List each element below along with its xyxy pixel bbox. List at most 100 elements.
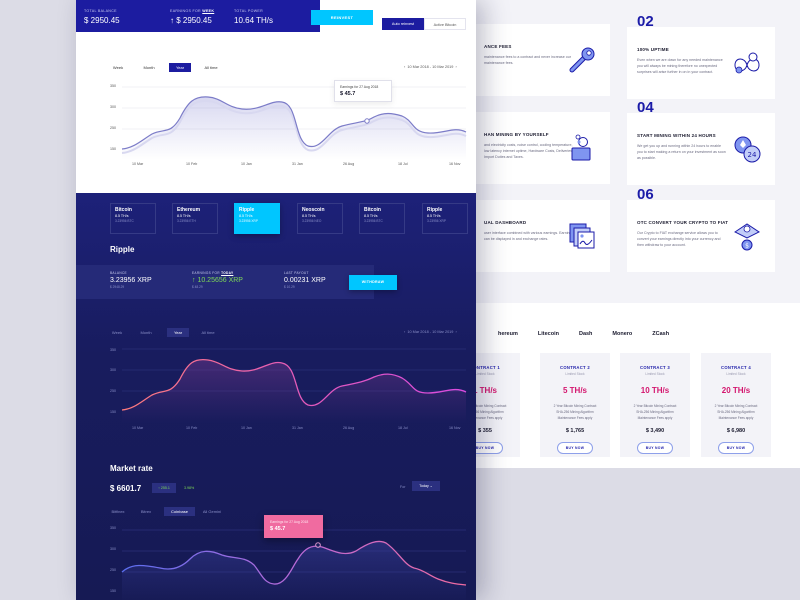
coin-tab-monero[interactable]: Monero (612, 331, 633, 337)
contract-price: $ 6,980 (726, 428, 746, 434)
coin-title: Ripple (110, 245, 135, 254)
x-tick: 26 Aug (343, 426, 355, 430)
earnings-tooltip: Earnings for 27 Aug 2018 $ 45.7 (334, 80, 392, 102)
period-week[interactable]: Week (112, 65, 124, 70)
x-tick: 26 Aug (343, 162, 355, 166)
market-rate-title: Market rate (110, 464, 153, 473)
coin-card-bitcoin-2[interactable]: Bitcoin 8.5 TH/s 3.23956 BTC (359, 203, 405, 234)
contract-price: $ 1,765 (565, 428, 585, 434)
contract-name: CONTRACT 2 (560, 365, 590, 370)
market-price: $ 6601.7 (110, 484, 142, 493)
contract-stock: Limited Stock (475, 372, 495, 376)
contract-price: $ 3,490 (645, 428, 665, 434)
x-tick: 31 Jan (292, 162, 303, 166)
x-tick: 16 Nov (449, 426, 461, 430)
period-week[interactable]: Week (111, 330, 123, 335)
exchange-coinbase[interactable]: Coinbase (164, 507, 195, 516)
coin-card-ethereum[interactable]: Ethereum 8.5 TH/s 3.23956 ETH (172, 203, 218, 234)
y-tick: 300 (110, 547, 116, 551)
contracts-section: hereum Litecoin Dash Monero ZCash CONTRA… (450, 303, 800, 468)
contract-power: 5 TH/s (562, 386, 587, 395)
coin-tab-ethereum[interactable]: hereum (498, 331, 518, 337)
feature-title: OTC CONVERT YOUR CRYPTO TO FIAT (637, 220, 729, 225)
feature-title: UAL DASHBOARD (484, 220, 527, 225)
contract-desc: 2 Year Bitcoin Mining Contract SHA-256 M… (633, 404, 677, 420)
exchange-bitrex[interactable]: Bitrex (140, 509, 152, 514)
y-tick: 150 (110, 410, 116, 414)
feature-card-dashboard: UAL DASHBOARD user interface combined wi… (470, 200, 610, 272)
exchange-bitfinex[interactable]: Bitfinex (111, 509, 125, 514)
last-payout-block: LAST PAYOUT 0.00231 XRP $ 10.29 (284, 271, 326, 289)
coin-card-bitcoin[interactable]: Bitcoin 8.5 TH/s 3.23956 BTC (110, 203, 156, 234)
next-arrow-icon[interactable]: › (455, 330, 457, 334)
reinvest-button[interactable]: REINVEST (311, 10, 373, 25)
y-tick: 350 (110, 526, 116, 530)
coins-24-icon: 24 (734, 136, 761, 163)
stat-total-power: TOTAL POWER 10.64 TH/s (234, 9, 273, 25)
market-change-badge: ↑ 255.1 (152, 483, 176, 493)
contract-card-3: CONTRACT 3 Limited Stock 10 TH/s 2 Year … (620, 353, 690, 457)
feature-number: 06 (637, 186, 654, 203)
buy-now-button[interactable]: BUY NOW (557, 442, 593, 454)
svg-text:$: $ (745, 243, 749, 250)
stat-value: ↑ $ 2950.45 (170, 16, 212, 25)
y-tick: 250 (110, 126, 116, 130)
next-arrow-icon[interactable]: › (455, 65, 457, 69)
svg-text:24: 24 (748, 151, 757, 159)
period-month[interactable]: Month (140, 330, 152, 335)
x-tick: 18 Jul (398, 162, 408, 166)
buy-now-button[interactable]: BUY NOW (637, 442, 673, 454)
coin-balance-band: BALANCE 3.23956 XRP $ 2948.29 EARNINGS F… (76, 265, 374, 299)
contract-desc: 2 Year Bitcoin Mining Contract SHA-256 M… (463, 404, 507, 420)
coin-tab-dash[interactable]: Dash (578, 331, 593, 337)
x-tick: 18 Jul (398, 426, 408, 430)
prev-arrow-icon[interactable]: ‹ (404, 65, 406, 69)
coin-tab-litecoin[interactable]: Litecoin (537, 331, 559, 337)
feature-desc: Our Crypto to FIAT exchange service allo… (637, 231, 721, 247)
contract-name: CONTRACT 1 (470, 365, 500, 370)
for-label: For (400, 485, 406, 489)
feature-title: HAN MINING BY YOURSELF (484, 132, 549, 137)
contract-desc: 2 Year Bitcoin Mining Contract SHA-256 M… (714, 404, 758, 420)
auto-reinvest-toggle[interactable]: Auto reinvest (382, 18, 424, 30)
feature-desc: user interface combined with various ear… (484, 231, 574, 241)
stat-label: TOTAL POWER (234, 9, 263, 13)
balance-block: BALANCE 3.23956 XRP $ 2948.29 (110, 271, 152, 289)
prev-arrow-icon[interactable]: ‹ (404, 330, 406, 334)
stat-earnings-week: EARNINGS FOR WEEK ↑ $ 2950.45 (170, 9, 214, 25)
period-all-time[interactable]: All time (204, 65, 218, 70)
y-tick: 150 (110, 147, 116, 151)
period-all-time[interactable]: All time (201, 330, 215, 335)
date-range: ‹ 10 Mar 2018 - 10 Mar 2019 › (404, 330, 457, 334)
feature-desc: and electricity costs, noise control, co… (484, 143, 574, 159)
period-select[interactable]: Today ⌄ (412, 481, 440, 491)
contract-stock: Limited Stock (726, 372, 746, 376)
period-year[interactable]: Year (169, 63, 191, 72)
withdraw-button[interactable]: WITHDRAW (349, 275, 397, 290)
coin-tab-zcash[interactable]: ZCash (652, 331, 670, 337)
summary-bar: TOTAL BALANCE $ 2950.45 EARNINGS FOR WEE… (76, 0, 320, 32)
buy-now-button[interactable]: BUY NOW (718, 442, 754, 454)
x-tick: 10 Jan (241, 426, 252, 430)
feature-number: 02 (637, 13, 654, 30)
stat-value: 10.64 TH/s (234, 16, 273, 25)
feature-desc: We get you up and running within 24 hour… (637, 144, 726, 160)
dashboard-card: TOTAL BALANCE $ 2950.45 EARNINGS FOR WEE… (76, 0, 476, 600)
stat-label: TOTAL BALANCE (84, 9, 117, 13)
market-tooltip: Earnings for 27 Aug 2018 $ 45.7 (264, 515, 323, 538)
exchange-all-gemini[interactable]: All Gemini (202, 509, 222, 514)
period-month[interactable]: Month (143, 65, 155, 70)
x-tick: 10 Feb (186, 162, 198, 166)
coin-card-ripple-2[interactable]: Ripple 8.5 TH/s 3.23956 XRP (422, 203, 468, 234)
date-range: ‹ 10 Mar 2018 - 10 Mar 2019 › (404, 65, 457, 69)
period-year[interactable]: Year (167, 328, 189, 337)
feature-desc: maintenance fees to a contract and never… (484, 55, 571, 65)
contract-power: 10 TH/s (640, 386, 670, 395)
stat-total-balance: TOTAL BALANCE $ 2950.45 (84, 9, 120, 25)
coin-card-ripple-selected[interactable]: Ripple 8.5 TH/s 3.23956 XRP (234, 203, 280, 234)
coin-card-neoscoin[interactable]: Neoscoin 8.5 TH/s 3.23956 NEO (297, 203, 343, 234)
feature-title: 100% UPTIME (637, 47, 669, 52)
active-bitcoin-toggle[interactable]: Active Bitcoin (424, 18, 466, 30)
market-rate-chart (121, 529, 467, 600)
feature-title: START MINING WITHIN 24 HOURS (637, 133, 716, 138)
